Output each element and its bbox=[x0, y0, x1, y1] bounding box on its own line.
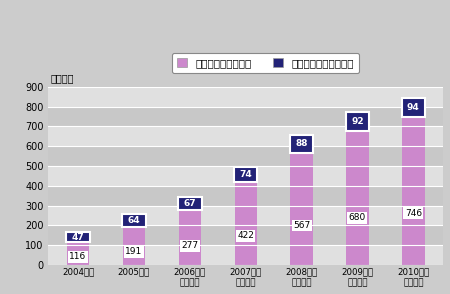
Bar bbox=[402, 99, 424, 117]
Bar bbox=[402, 117, 424, 265]
FancyBboxPatch shape bbox=[178, 197, 202, 210]
Text: 746: 746 bbox=[405, 209, 422, 218]
Bar bbox=[67, 242, 89, 265]
Bar bbox=[48, 146, 443, 166]
Bar bbox=[123, 227, 145, 265]
Text: 422: 422 bbox=[237, 231, 254, 240]
Bar bbox=[48, 245, 443, 265]
FancyBboxPatch shape bbox=[122, 214, 146, 227]
Bar bbox=[123, 214, 145, 227]
Bar bbox=[290, 153, 313, 265]
Text: 680: 680 bbox=[349, 213, 366, 222]
Text: 92: 92 bbox=[351, 117, 364, 126]
Bar bbox=[48, 166, 443, 186]
Text: 47: 47 bbox=[72, 233, 84, 242]
Bar bbox=[346, 112, 369, 130]
Bar bbox=[48, 225, 443, 245]
Legend: ソフトウェア売上高, パブリッシング売上高: ソフトウェア売上高, パブリッシング売上高 bbox=[171, 53, 359, 73]
Text: 277: 277 bbox=[181, 241, 198, 250]
FancyBboxPatch shape bbox=[402, 98, 425, 118]
Bar bbox=[67, 233, 89, 242]
Text: 116: 116 bbox=[69, 252, 86, 261]
Bar bbox=[179, 197, 201, 210]
Bar bbox=[234, 167, 257, 181]
Bar bbox=[290, 135, 313, 153]
Bar bbox=[48, 206, 443, 225]
Text: 67: 67 bbox=[184, 199, 196, 208]
FancyBboxPatch shape bbox=[290, 135, 313, 153]
Text: 74: 74 bbox=[239, 170, 252, 178]
Bar bbox=[234, 181, 257, 265]
Text: 191: 191 bbox=[125, 247, 143, 256]
Text: 567: 567 bbox=[293, 221, 310, 230]
Text: （億円）: （億円） bbox=[50, 73, 73, 83]
FancyBboxPatch shape bbox=[234, 166, 257, 182]
Bar bbox=[179, 210, 201, 265]
Bar bbox=[48, 126, 443, 146]
Text: 64: 64 bbox=[127, 216, 140, 225]
Bar bbox=[48, 186, 443, 206]
Bar bbox=[48, 87, 443, 107]
FancyBboxPatch shape bbox=[66, 233, 90, 242]
FancyBboxPatch shape bbox=[346, 112, 369, 131]
Text: 94: 94 bbox=[407, 103, 420, 113]
Text: 88: 88 bbox=[295, 139, 308, 148]
Bar bbox=[48, 107, 443, 126]
Bar bbox=[346, 130, 369, 265]
